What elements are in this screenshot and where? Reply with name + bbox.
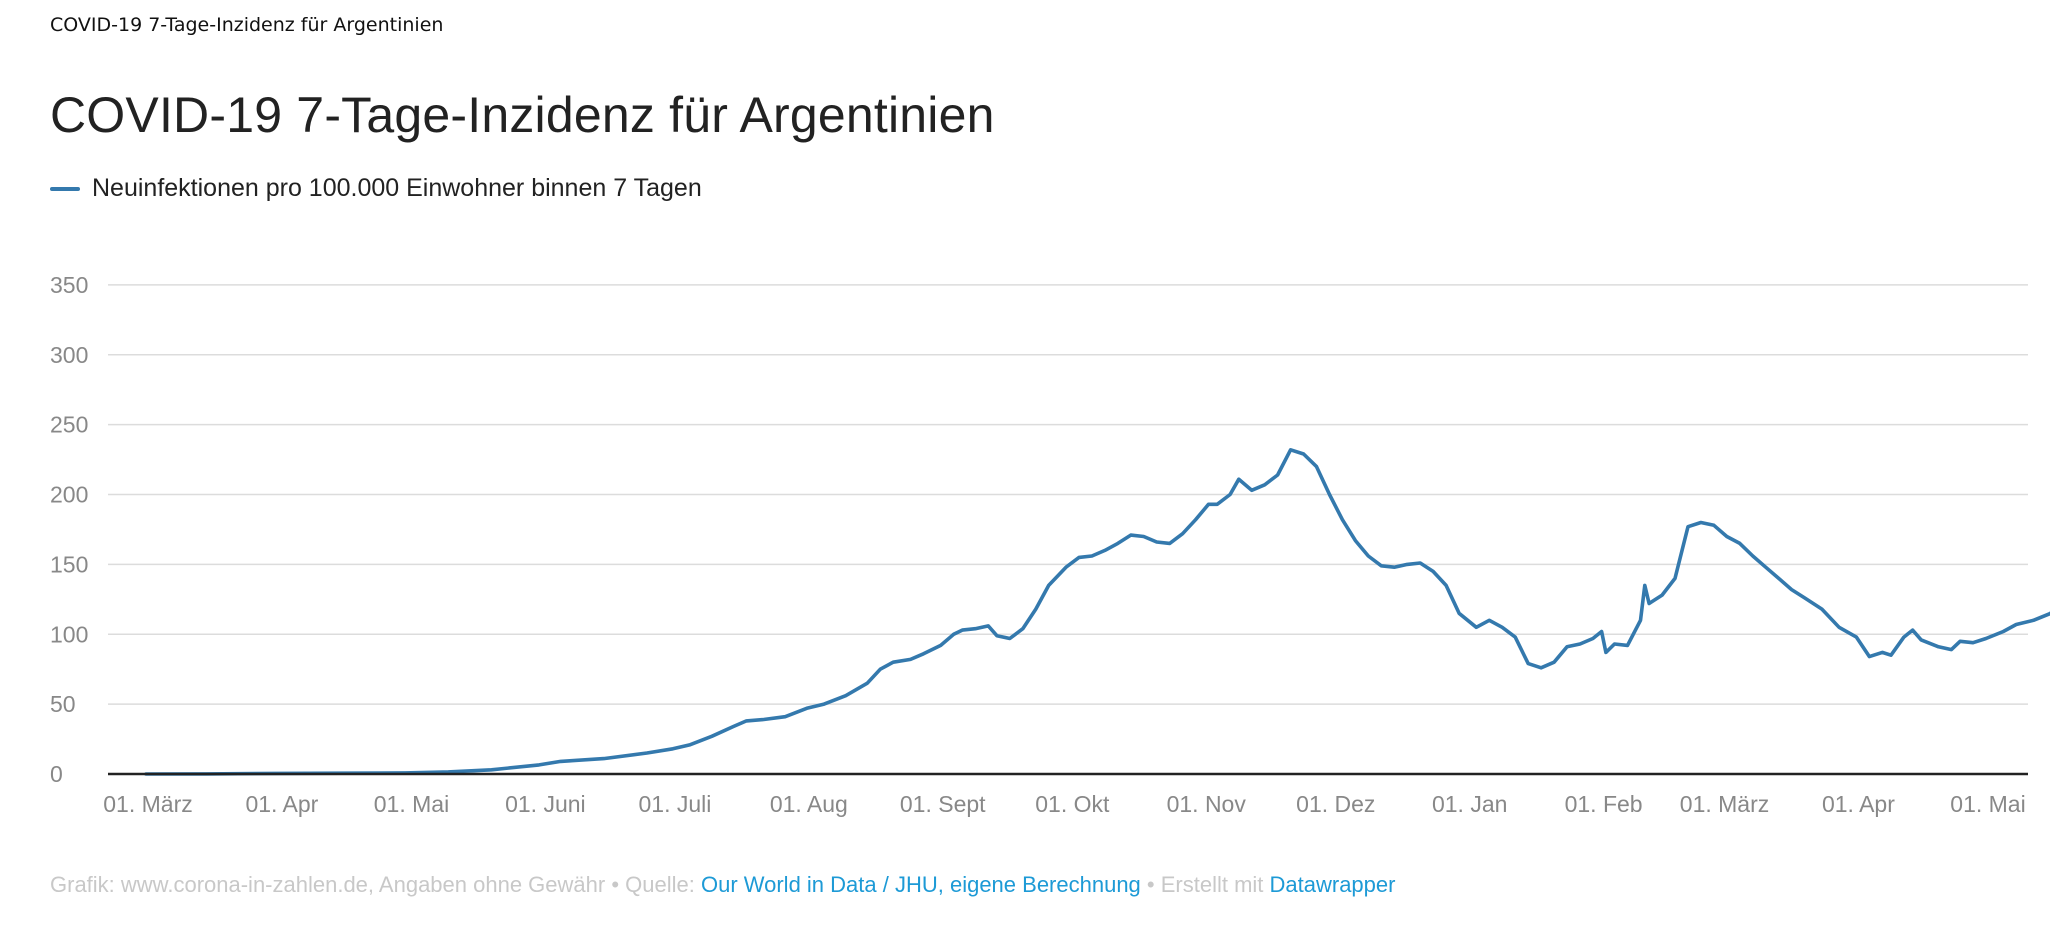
y-tick-label-300: 300: [50, 342, 88, 368]
chart-title: COVID-19 7-Tage-Inzidenz für Argentinien: [50, 87, 995, 143]
legend-label: Neuinfektionen pro 100.000 Einwohner bin…: [92, 174, 702, 202]
y-tick-label-200: 200: [50, 482, 88, 508]
x-tick-label-13: 01. Apr: [1822, 791, 1895, 817]
x-tick-label-3: 01. Juni: [505, 791, 586, 817]
series-line: [144, 448, 2050, 776]
y-tick-label-350: 350: [50, 272, 88, 298]
x-tick-label-0: 01. März: [103, 791, 192, 817]
x-tick-label-1: 01. Apr: [245, 791, 318, 817]
x-tick-label-14: 01. Mai: [1950, 791, 2025, 817]
source-link[interactable]: Our World in Data / JHU, eigene Berechnu…: [700, 872, 1141, 897]
y-tick-label-250: 250: [50, 412, 88, 438]
x-tick-label-11: 01. Feb: [1565, 791, 1643, 817]
x-tick-label-12: 01. März: [1680, 791, 1769, 817]
footer-prefix: Grafik: www.corona-in-zahlen.de, Angaben…: [50, 872, 701, 897]
line-chart: 0 50 100 150 200 250 300 350 01. März 01. Apr 01. …: [50, 272, 2050, 817]
x-tick-label-8: 01. Nov: [1167, 791, 1247, 817]
legend: Neuinfektionen pro 100.000 Einwohner bin…: [50, 174, 702, 203]
window-title: COVID-19 7-Tage-Inzidenz für Argentinien: [50, 14, 444, 36]
datawrapper-link[interactable]: Datawrapper: [1269, 872, 1396, 897]
x-tick-label-2: 01. Mai: [374, 791, 449, 817]
footer-credits: Grafik: www.corona-in-zahlen.de, Angaben…: [50, 872, 1395, 898]
x-tick-label-10: 01. Jan: [1432, 791, 1507, 817]
y-tick-label-50: 50: [50, 691, 76, 717]
footer-middle: • Erstellt mit: [1140, 872, 1270, 897]
y-tick-label-150: 150: [50, 551, 88, 577]
y-tick-label-0: 0: [50, 761, 63, 787]
x-tick-label-7: 01. Okt: [1035, 791, 1110, 817]
x-tick-label-4: 01. Juli: [639, 791, 712, 817]
legend-swatch: [50, 186, 80, 191]
y-tick-label-100: 100: [50, 621, 88, 647]
x-tick-label-6: 01. Sept: [900, 791, 986, 817]
x-tick-label-9: 01. Dez: [1296, 791, 1375, 817]
x-tick-label-5: 01. Aug: [770, 791, 848, 817]
